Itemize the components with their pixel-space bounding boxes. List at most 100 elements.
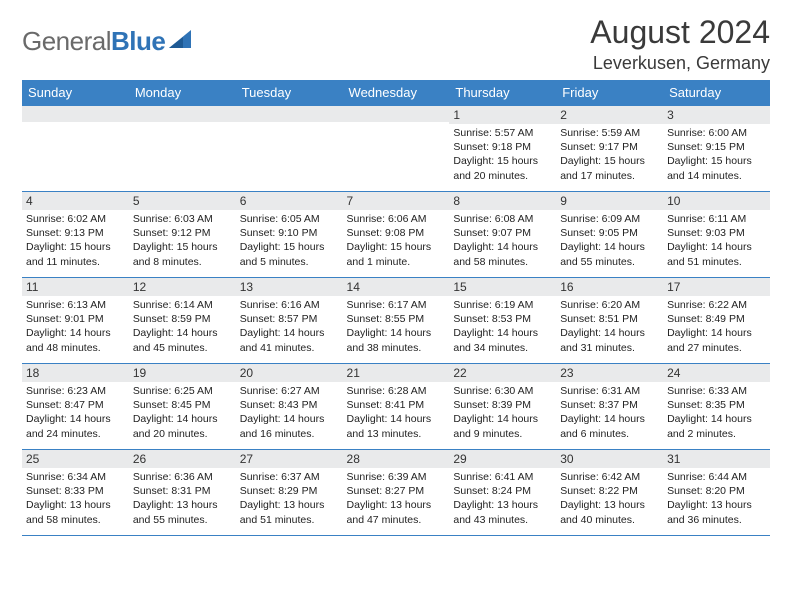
day-number: 2 [556,106,663,124]
calendar-cell: 10Sunrise: 6:11 AMSunset: 9:03 PMDayligh… [663,192,770,278]
calendar-cell: 28Sunrise: 6:39 AMSunset: 8:27 PMDayligh… [343,450,450,536]
day-number: 22 [449,364,556,382]
logo-text-2: Blue [111,26,165,56]
calendar-cell [343,106,450,192]
day-number: 19 [129,364,236,382]
day-number: 25 [22,450,129,468]
calendar-cell: 8Sunrise: 6:08 AMSunset: 9:07 PMDaylight… [449,192,556,278]
location: Leverkusen, Germany [590,53,770,74]
day-details: Sunrise: 6:41 AMSunset: 8:24 PMDaylight:… [449,468,556,531]
calendar-table: Sunday Monday Tuesday Wednesday Thursday… [22,80,770,536]
day-header: Tuesday [236,80,343,106]
calendar-cell: 25Sunrise: 6:34 AMSunset: 8:33 PMDayligh… [22,450,129,536]
day-details: Sunrise: 5:59 AMSunset: 9:17 PMDaylight:… [556,124,663,187]
day-details: Sunrise: 6:31 AMSunset: 8:37 PMDaylight:… [556,382,663,445]
day-details: Sunrise: 6:25 AMSunset: 8:45 PMDaylight:… [129,382,236,445]
calendar-cell: 2Sunrise: 5:59 AMSunset: 9:17 PMDaylight… [556,106,663,192]
day-number [343,106,450,122]
day-details: Sunrise: 6:05 AMSunset: 9:10 PMDaylight:… [236,210,343,273]
day-details: Sunrise: 6:37 AMSunset: 8:29 PMDaylight:… [236,468,343,531]
day-details: Sunrise: 6:00 AMSunset: 9:15 PMDaylight:… [663,124,770,187]
day-details: Sunrise: 6:30 AMSunset: 8:39 PMDaylight:… [449,382,556,445]
day-number: 1 [449,106,556,124]
day-number: 20 [236,364,343,382]
calendar-cell: 18Sunrise: 6:23 AMSunset: 8:47 PMDayligh… [22,364,129,450]
calendar-cell [236,106,343,192]
calendar-cell: 31Sunrise: 6:44 AMSunset: 8:20 PMDayligh… [663,450,770,536]
day-number: 9 [556,192,663,210]
calendar-cell: 5Sunrise: 6:03 AMSunset: 9:12 PMDaylight… [129,192,236,278]
calendar-cell: 16Sunrise: 6:20 AMSunset: 8:51 PMDayligh… [556,278,663,364]
day-number: 29 [449,450,556,468]
calendar-cell: 27Sunrise: 6:37 AMSunset: 8:29 PMDayligh… [236,450,343,536]
day-details: Sunrise: 6:39 AMSunset: 8:27 PMDaylight:… [343,468,450,531]
day-number: 11 [22,278,129,296]
day-header: Friday [556,80,663,106]
calendar-cell: 29Sunrise: 6:41 AMSunset: 8:24 PMDayligh… [449,450,556,536]
calendar-cell: 17Sunrise: 6:22 AMSunset: 8:49 PMDayligh… [663,278,770,364]
calendar-page: GeneralBlue August 2024 Leverkusen, Germ… [0,0,792,536]
calendar-row: 1Sunrise: 5:57 AMSunset: 9:18 PMDaylight… [22,106,770,192]
calendar-cell: 14Sunrise: 6:17 AMSunset: 8:55 PMDayligh… [343,278,450,364]
triangle-icon [169,30,191,53]
calendar-cell [129,106,236,192]
calendar-cell: 6Sunrise: 6:05 AMSunset: 9:10 PMDaylight… [236,192,343,278]
day-details: Sunrise: 6:44 AMSunset: 8:20 PMDaylight:… [663,468,770,531]
day-number: 10 [663,192,770,210]
day-number: 23 [556,364,663,382]
day-number: 26 [129,450,236,468]
day-details: Sunrise: 6:28 AMSunset: 8:41 PMDaylight:… [343,382,450,445]
day-details: Sunrise: 6:17 AMSunset: 8:55 PMDaylight:… [343,296,450,359]
day-header: Wednesday [343,80,450,106]
day-details: Sunrise: 6:19 AMSunset: 8:53 PMDaylight:… [449,296,556,359]
day-details [129,122,236,128]
day-number: 18 [22,364,129,382]
day-details [22,122,129,128]
calendar-row: 25Sunrise: 6:34 AMSunset: 8:33 PMDayligh… [22,450,770,536]
calendar-cell: 20Sunrise: 6:27 AMSunset: 8:43 PMDayligh… [236,364,343,450]
day-details: Sunrise: 6:23 AMSunset: 8:47 PMDaylight:… [22,382,129,445]
day-number: 5 [129,192,236,210]
day-number: 21 [343,364,450,382]
calendar-cell: 12Sunrise: 6:14 AMSunset: 8:59 PMDayligh… [129,278,236,364]
day-details: Sunrise: 6:03 AMSunset: 9:12 PMDaylight:… [129,210,236,273]
day-number: 28 [343,450,450,468]
day-number: 4 [22,192,129,210]
logo-text: GeneralBlue [22,26,165,57]
title-block: August 2024 Leverkusen, Germany [590,14,770,74]
calendar-cell: 19Sunrise: 6:25 AMSunset: 8:45 PMDayligh… [129,364,236,450]
day-number [129,106,236,122]
calendar-cell: 30Sunrise: 6:42 AMSunset: 8:22 PMDayligh… [556,450,663,536]
calendar-cell: 23Sunrise: 6:31 AMSunset: 8:37 PMDayligh… [556,364,663,450]
day-number: 12 [129,278,236,296]
day-details: Sunrise: 6:09 AMSunset: 9:05 PMDaylight:… [556,210,663,273]
calendar-cell: 3Sunrise: 6:00 AMSunset: 9:15 PMDaylight… [663,106,770,192]
day-details: Sunrise: 6:14 AMSunset: 8:59 PMDaylight:… [129,296,236,359]
calendar-body: 1Sunrise: 5:57 AMSunset: 9:18 PMDaylight… [22,106,770,536]
day-header: Sunday [22,80,129,106]
calendar-cell: 21Sunrise: 6:28 AMSunset: 8:41 PMDayligh… [343,364,450,450]
day-header: Saturday [663,80,770,106]
calendar-cell: 22Sunrise: 6:30 AMSunset: 8:39 PMDayligh… [449,364,556,450]
day-number: 24 [663,364,770,382]
day-details: Sunrise: 6:16 AMSunset: 8:57 PMDaylight:… [236,296,343,359]
day-header-row: Sunday Monday Tuesday Wednesday Thursday… [22,80,770,106]
calendar-cell: 24Sunrise: 6:33 AMSunset: 8:35 PMDayligh… [663,364,770,450]
day-details: Sunrise: 6:08 AMSunset: 9:07 PMDaylight:… [449,210,556,273]
day-details: Sunrise: 6:36 AMSunset: 8:31 PMDaylight:… [129,468,236,531]
calendar-cell: 4Sunrise: 6:02 AMSunset: 9:13 PMDaylight… [22,192,129,278]
day-number: 15 [449,278,556,296]
day-details: Sunrise: 6:33 AMSunset: 8:35 PMDaylight:… [663,382,770,445]
day-number: 3 [663,106,770,124]
day-details: Sunrise: 6:22 AMSunset: 8:49 PMDaylight:… [663,296,770,359]
day-details [343,122,450,128]
day-number: 14 [343,278,450,296]
day-details: Sunrise: 6:13 AMSunset: 9:01 PMDaylight:… [22,296,129,359]
day-details: Sunrise: 6:34 AMSunset: 8:33 PMDaylight:… [22,468,129,531]
calendar-cell: 26Sunrise: 6:36 AMSunset: 8:31 PMDayligh… [129,450,236,536]
calendar-row: 4Sunrise: 6:02 AMSunset: 9:13 PMDaylight… [22,192,770,278]
day-number: 8 [449,192,556,210]
day-details: Sunrise: 6:02 AMSunset: 9:13 PMDaylight:… [22,210,129,273]
calendar-row: 18Sunrise: 6:23 AMSunset: 8:47 PMDayligh… [22,364,770,450]
calendar-cell: 7Sunrise: 6:06 AMSunset: 9:08 PMDaylight… [343,192,450,278]
